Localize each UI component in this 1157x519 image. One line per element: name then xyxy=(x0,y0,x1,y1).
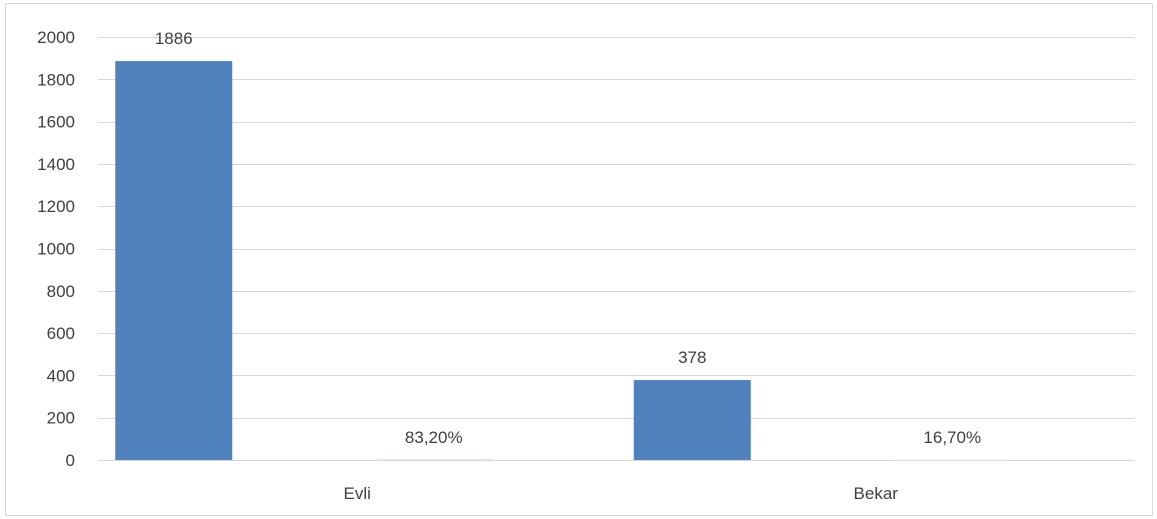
bar-evli-series-1 xyxy=(115,61,233,461)
x-tick-label-evli: Evli xyxy=(344,484,371,503)
y-tick-label: 400 xyxy=(47,366,75,385)
gridlines xyxy=(98,37,1135,461)
data-label-bekar-series-1: 378 xyxy=(678,348,706,367)
data-label-evli-series-2: 83,20% xyxy=(405,428,463,447)
bars xyxy=(115,61,1011,461)
data-labels: 1886 83,20% 378 16,70% xyxy=(155,29,981,447)
y-tick-label: 1800 xyxy=(37,70,75,89)
y-tick-label: 1200 xyxy=(37,197,75,216)
y-tick-label: 1000 xyxy=(37,240,75,259)
y-tick-label: 2000 xyxy=(37,28,75,47)
y-axis-tick-labels: 0 200 400 600 800 1000 1200 1400 1600 1800 2000 xyxy=(37,28,75,470)
y-tick-label: 1400 xyxy=(37,155,75,174)
y-tick-label: 200 xyxy=(47,409,75,428)
y-tick-label: 600 xyxy=(47,324,75,343)
y-tick-label: 0 xyxy=(66,451,75,470)
y-tick-label: 800 xyxy=(47,282,75,301)
y-tick-label: 1600 xyxy=(37,113,75,132)
data-label-bekar-series-2: 16,70% xyxy=(923,428,981,447)
bar-bekar-series-1 xyxy=(633,380,751,460)
x-axis-tick-labels: Evli Bekar xyxy=(344,484,899,503)
data-label-evli-series-1: 1886 xyxy=(155,29,193,48)
x-tick-label-bekar: Bekar xyxy=(854,484,899,503)
